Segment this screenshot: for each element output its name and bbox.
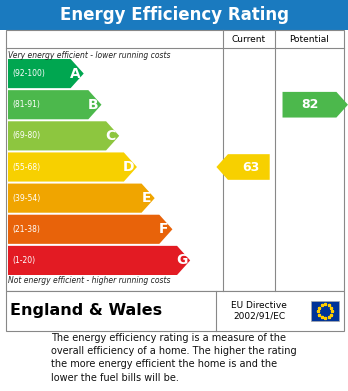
Text: Energy Efficiency Rating: Energy Efficiency Rating: [60, 6, 288, 24]
Polygon shape: [283, 92, 348, 118]
Bar: [6, 30, 344, 291]
Text: The energy efficiency rating is a measure of the
overall efficiency of a home. T: The energy efficiency rating is a measur…: [51, 333, 297, 383]
Text: (92-100): (92-100): [12, 69, 45, 78]
Text: (39-54): (39-54): [12, 194, 40, 203]
Text: England & Wales: England & Wales: [10, 303, 162, 319]
Polygon shape: [8, 183, 155, 213]
Polygon shape: [8, 90, 102, 119]
Polygon shape: [8, 215, 173, 244]
Text: A: A: [70, 66, 81, 81]
Text: E: E: [141, 191, 151, 205]
Text: Potential: Potential: [290, 34, 330, 43]
Polygon shape: [8, 152, 137, 181]
Polygon shape: [8, 246, 190, 275]
Bar: [0, 0, 348, 30]
Text: C: C: [105, 129, 116, 143]
Text: (81-91): (81-91): [12, 100, 40, 109]
Polygon shape: [8, 59, 84, 88]
Text: D: D: [123, 160, 134, 174]
Text: (1-20): (1-20): [12, 256, 35, 265]
Text: Current: Current: [232, 34, 266, 43]
Text: F: F: [159, 222, 169, 236]
Text: (55-68): (55-68): [12, 163, 40, 172]
Text: Very energy efficient - lower running costs: Very energy efficient - lower running co…: [8, 51, 171, 60]
Text: Not energy efficient - higher running costs: Not energy efficient - higher running co…: [8, 276, 171, 285]
Polygon shape: [8, 121, 119, 151]
Bar: [311, 301, 339, 321]
Text: (21-38): (21-38): [12, 225, 40, 234]
Text: G: G: [176, 253, 187, 267]
Text: EU Directive
2002/91/EC: EU Directive 2002/91/EC: [231, 301, 287, 321]
Text: 82: 82: [301, 98, 318, 111]
Bar: [6, 291, 344, 331]
Text: 63: 63: [242, 160, 260, 174]
Text: (69-80): (69-80): [12, 131, 40, 140]
Polygon shape: [216, 154, 270, 180]
Text: B: B: [88, 98, 98, 112]
